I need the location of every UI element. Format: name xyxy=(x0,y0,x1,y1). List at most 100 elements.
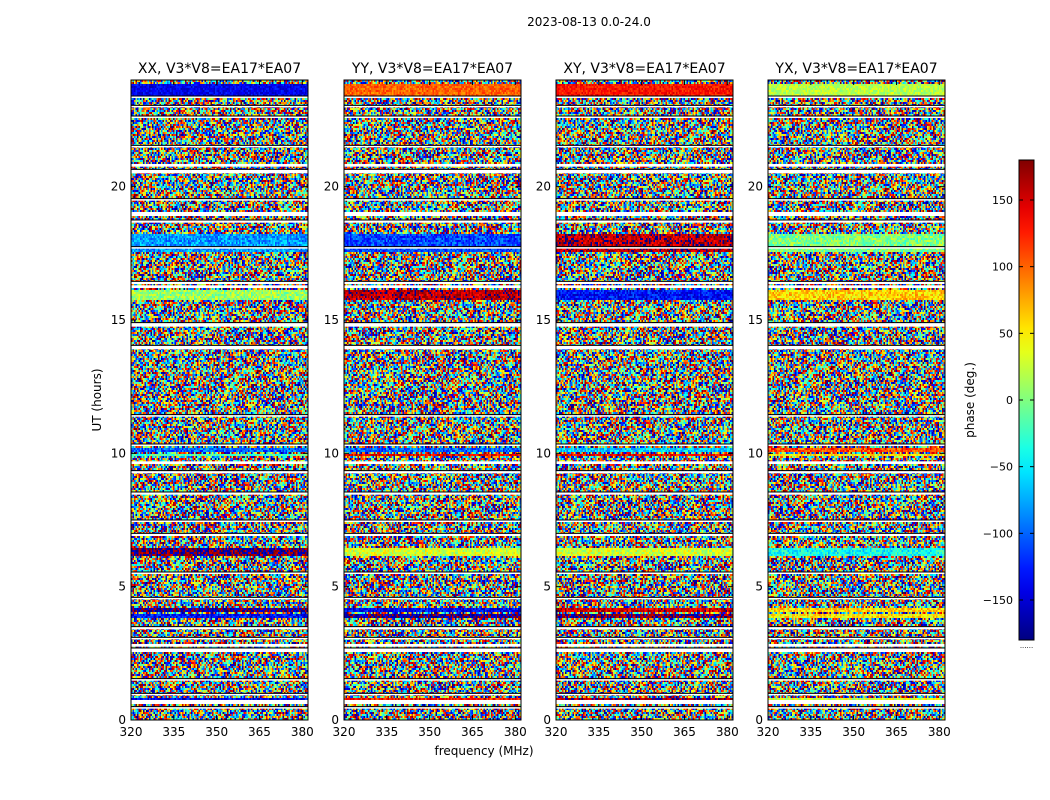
flag-gap xyxy=(131,706,308,709)
flag-gap xyxy=(131,145,308,148)
flag-gap xyxy=(131,533,308,536)
x-tick-label: 365 xyxy=(461,725,484,739)
flag-gap xyxy=(768,470,945,474)
y-tick-label: 5 xyxy=(543,580,551,594)
flag-gap xyxy=(344,281,521,284)
flag-gap xyxy=(556,597,733,600)
blank-segment xyxy=(556,644,733,647)
panel-2: YY, V3*V8=EA17*EA07 320 335 350 365 380 0 5 10 15… xyxy=(324,61,527,739)
blank-segment xyxy=(768,700,945,704)
flag-gap xyxy=(131,220,308,223)
flag-gap xyxy=(344,572,521,574)
x-tick-label: 335 xyxy=(375,725,398,739)
flag-gap xyxy=(131,105,308,108)
flag-gap xyxy=(768,345,945,350)
flag-gap xyxy=(556,246,733,249)
blank-segment xyxy=(768,644,945,647)
flag-gap xyxy=(556,706,733,709)
flag-gap xyxy=(344,470,521,474)
flag-gap xyxy=(768,492,945,495)
colorbar-tick-label: 50 xyxy=(999,327,1013,340)
panel-title: YX, V3*V8=EA17*EA07 xyxy=(774,61,937,77)
blank-segment xyxy=(131,461,308,464)
flag-gap xyxy=(768,693,945,696)
flag-gap xyxy=(556,281,733,284)
blank-segment xyxy=(344,212,521,216)
panel-4: YX, V3*V8=EA17*EA07 320 335 350 365 380 0 5 10 15… xyxy=(748,61,951,739)
blank-segment xyxy=(556,700,733,704)
flag-gap xyxy=(131,444,308,446)
flag-gap xyxy=(768,169,945,174)
flag-gap xyxy=(768,198,945,201)
flag-gap xyxy=(768,706,945,709)
blank-segment xyxy=(556,285,733,288)
x-tick-label: 350 xyxy=(205,725,228,739)
flag-gap xyxy=(344,169,521,174)
colorbar-tick-label: −150 xyxy=(983,594,1013,607)
flag-gap xyxy=(556,693,733,696)
y-tick-label: 0 xyxy=(331,713,339,727)
flag-gap xyxy=(344,678,521,681)
flag-gap xyxy=(556,145,733,148)
colorbar-under-label: ...... xyxy=(1020,642,1033,650)
flag-gap xyxy=(556,470,733,474)
flag-gap xyxy=(344,693,521,696)
blank-segment xyxy=(768,461,945,464)
panel-1: XX, V3*V8=EA17*EA07 320 335 350 365 380 0 5 10 15… xyxy=(111,61,314,739)
colorbar-tick-label: −100 xyxy=(983,527,1013,540)
figure-title: 2023-08-13 0.0-24.0 xyxy=(527,15,651,29)
flag-gap xyxy=(556,492,733,495)
y-tick-label: 0 xyxy=(755,713,763,727)
flag-gap xyxy=(768,105,945,108)
colorbar: −150 −100 −50 0 50 100 150 phase (deg.)...... xyxy=(963,159,1035,650)
flag-gap xyxy=(344,145,521,148)
y-tick-label: 15 xyxy=(324,313,339,327)
flag-gap xyxy=(344,105,521,108)
y-tick-label: 0 xyxy=(118,713,126,727)
flag-gap xyxy=(768,281,945,284)
flag-gap xyxy=(768,145,945,148)
flag-gap xyxy=(344,648,521,652)
panels-group: XX, V3*V8=EA17*EA07 320 335 350 365 380 0 5 10 15… xyxy=(111,61,951,739)
flag-gap xyxy=(131,492,308,495)
y-tick-label: 5 xyxy=(331,580,339,594)
x-tick-label: 320 xyxy=(120,725,143,739)
flag-gap xyxy=(556,572,733,574)
blank-segment xyxy=(131,212,308,216)
flag-gap xyxy=(556,678,733,681)
flag-gap xyxy=(556,96,733,98)
panel-3: XY, V3*V8=EA17*EA07 320 335 350 365 380 0 5 10 15… xyxy=(536,61,739,739)
blank-segment xyxy=(768,285,945,288)
flag-gap xyxy=(768,414,945,417)
flag-gap xyxy=(556,105,733,108)
x-tick-label: 350 xyxy=(630,725,653,739)
y-tick-label: 10 xyxy=(536,446,551,460)
y-tick-label: 5 xyxy=(755,580,763,594)
flag-gap xyxy=(768,116,945,118)
flag-gap xyxy=(556,637,733,640)
flag-gap xyxy=(344,345,521,350)
panel-2-raster xyxy=(344,80,521,720)
y-tick-label: 20 xyxy=(111,180,126,194)
flag-gap xyxy=(556,648,733,652)
flag-gap xyxy=(131,414,308,417)
flag-gap xyxy=(768,626,945,630)
x-tick-label: 320 xyxy=(757,725,780,739)
y-tick-label: 5 xyxy=(118,580,126,594)
flag-gap xyxy=(131,470,308,474)
flag-gap xyxy=(556,533,733,536)
blank-segment xyxy=(344,700,521,704)
y-tick-label: 10 xyxy=(324,446,339,460)
panel-frame xyxy=(343,79,522,721)
y-tick-label: 10 xyxy=(748,446,763,460)
flag-gap xyxy=(768,96,945,98)
flag-gap xyxy=(556,322,733,327)
blank-segment xyxy=(556,212,733,216)
flag-gap xyxy=(344,116,521,118)
flag-gap xyxy=(344,444,521,446)
flag-gap xyxy=(556,345,733,350)
flag-gap xyxy=(344,597,521,600)
blank-segment xyxy=(344,461,521,464)
colorbar-tick-label: 150 xyxy=(992,194,1013,207)
flag-gap xyxy=(556,520,733,522)
